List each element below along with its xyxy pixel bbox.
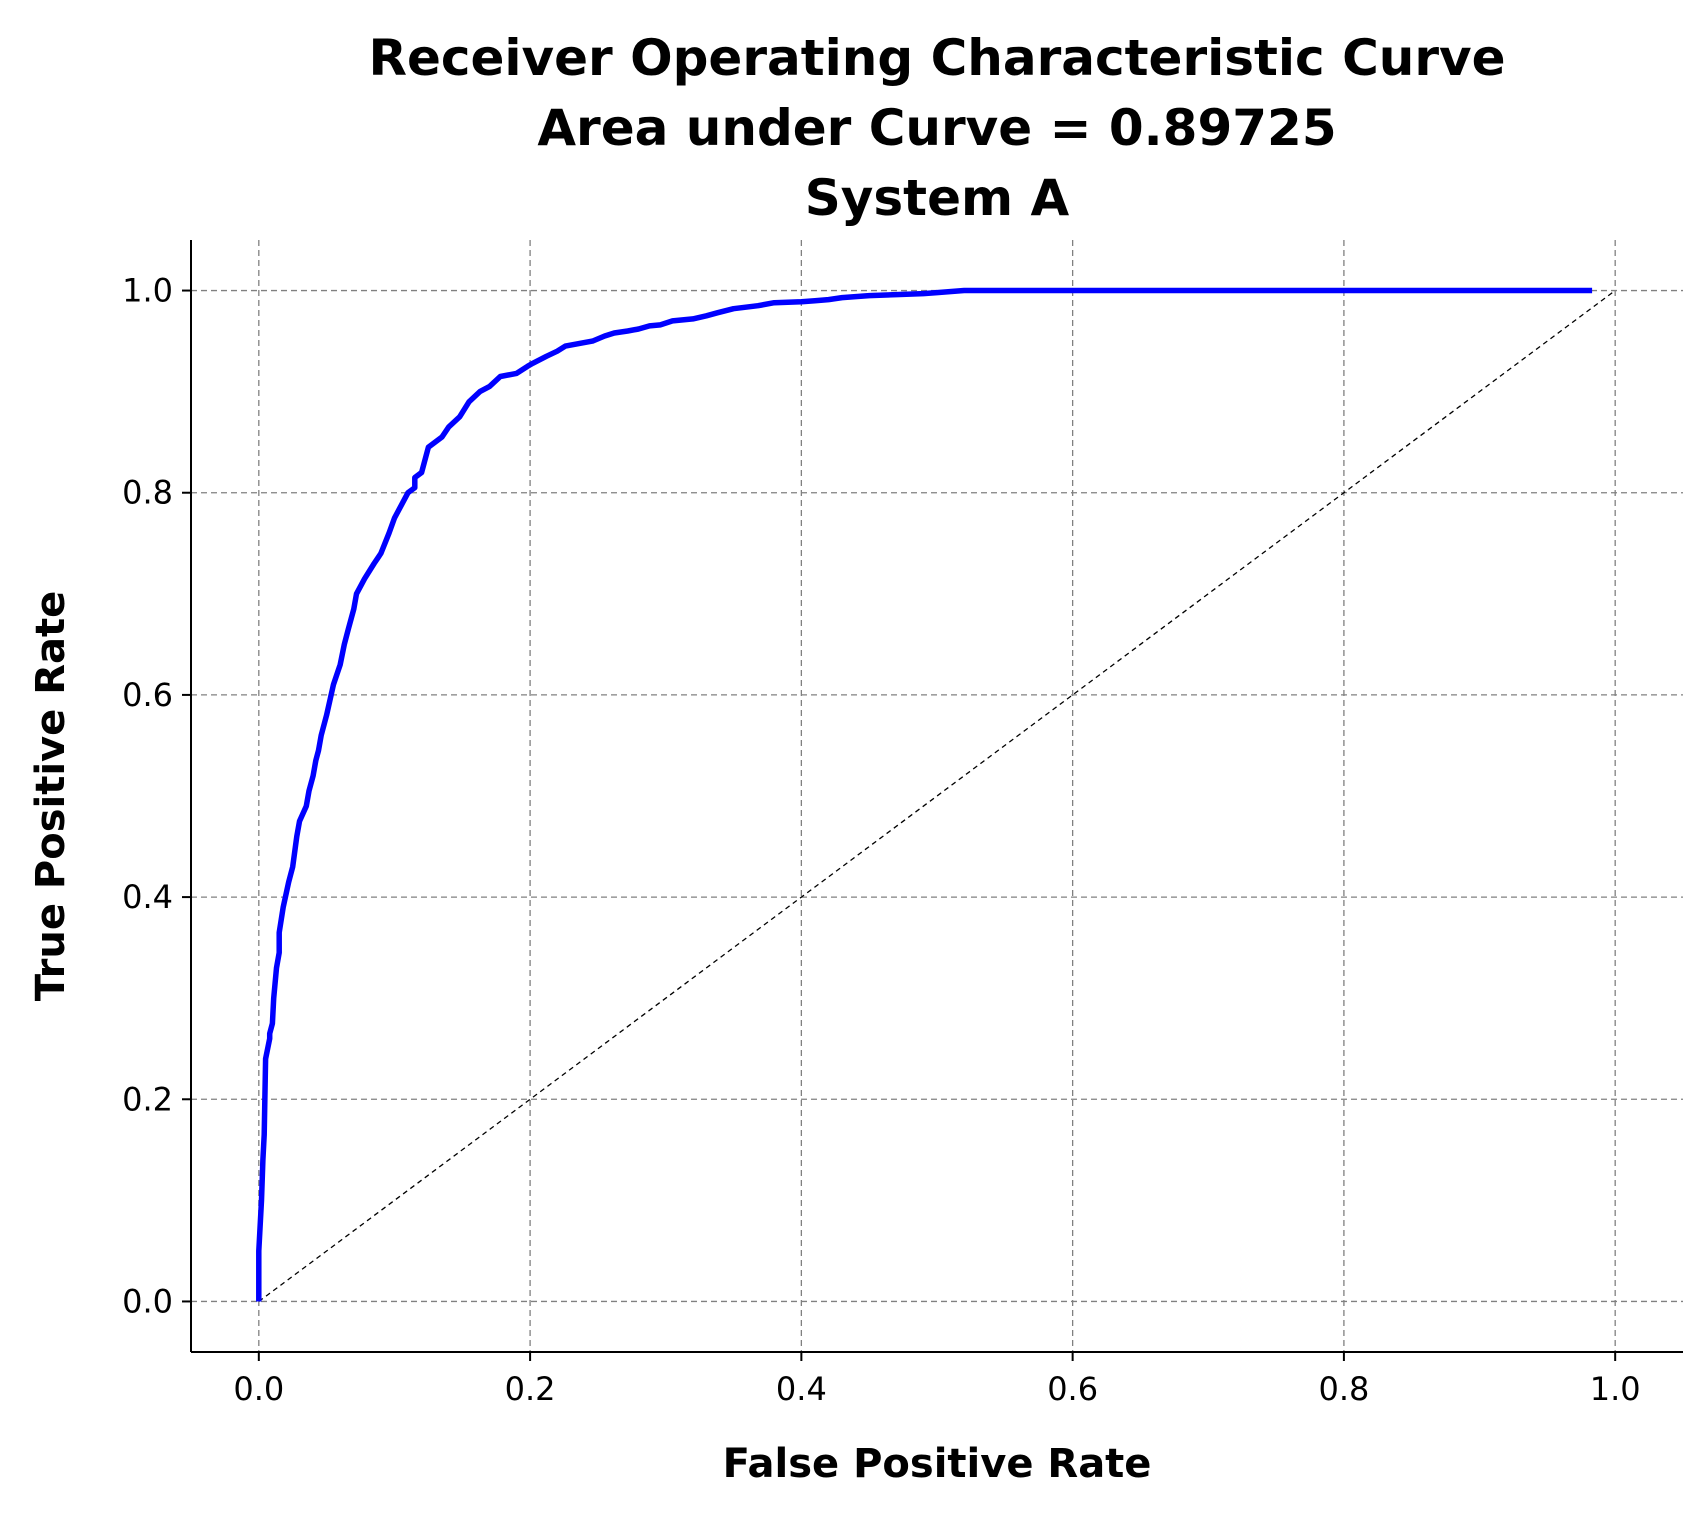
- axes: [190, 240, 1683, 1353]
- tick-marks: 0.0 0.2 0.4 0.6 0.8 1.0 0.0 0.2 0.4 0.6 0.8 1.0: [122, 272, 1641, 1408]
- x-axis-label: False Positive Rate: [723, 1441, 1152, 1487]
- x-tick-label: 0.0: [233, 1370, 284, 1408]
- chart-title: Receiver Operating Characteristic Curve …: [368, 29, 1505, 227]
- y-tick-label: 0.2: [122, 1080, 173, 1118]
- y-tick-label: 1.0: [122, 272, 173, 310]
- roc-curve-line: [256, 287, 1593, 1302]
- title-line-3: System A: [805, 169, 1070, 227]
- y-tick-label: 0.6: [122, 676, 173, 714]
- chance-diagonal-line: [258, 289, 1616, 1303]
- x-tick-label: 0.6: [1047, 1370, 1098, 1408]
- title-line-1: Receiver Operating Characteristic Curve: [368, 29, 1505, 87]
- x-tick-label: 0.8: [1318, 1370, 1369, 1408]
- grid-lines: [191, 240, 1683, 1352]
- y-tick-label: 0.0: [122, 1282, 173, 1320]
- y-axis-label: True Positive Rate: [28, 591, 74, 1001]
- y-tick-label: 0.8: [122, 474, 173, 512]
- title-line-2: Area under Curve = 0.89725: [537, 99, 1336, 157]
- y-tick-label: 0.4: [122, 878, 173, 916]
- plot-area: [256, 287, 1616, 1303]
- x-tick-label: 0.4: [776, 1370, 827, 1408]
- x-tick-label: 0.2: [505, 1370, 556, 1408]
- x-tick-label: 1.0: [1590, 1370, 1641, 1408]
